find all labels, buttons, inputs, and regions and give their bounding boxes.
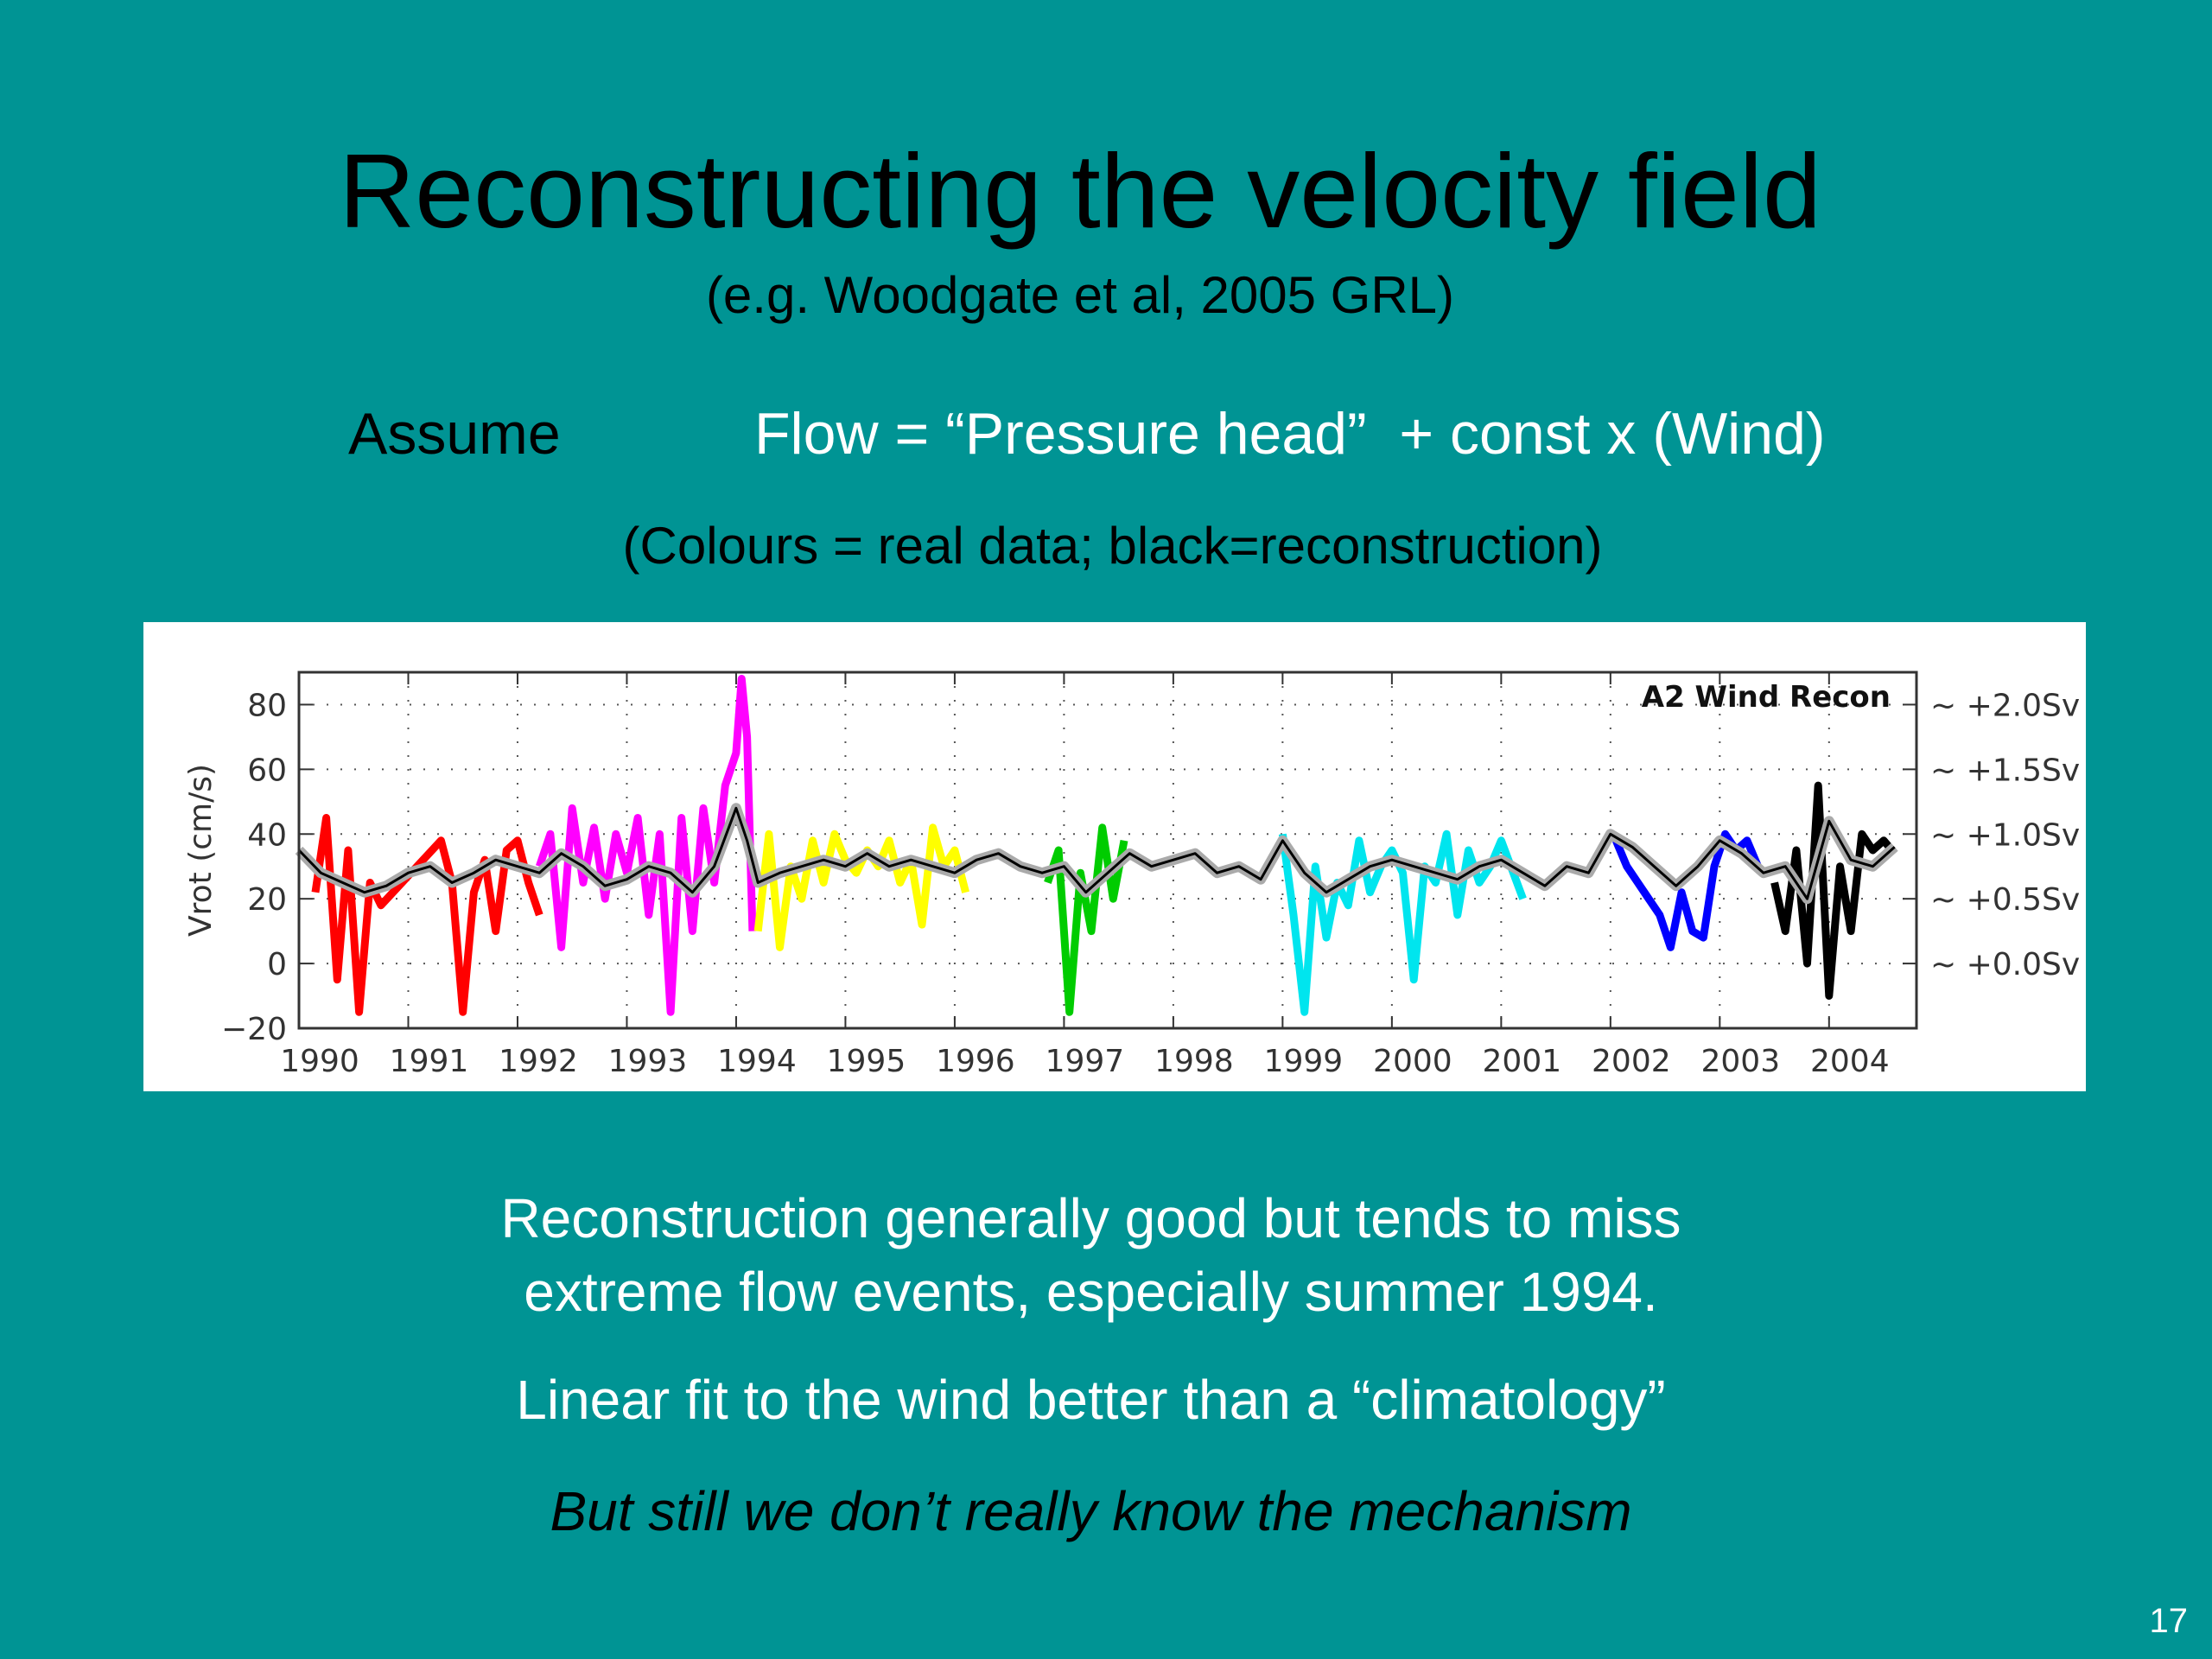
data-series-line — [536, 675, 757, 1016]
data-series-line — [1044, 823, 1128, 1016]
x-tick-label: 2003 — [1701, 1044, 1781, 1079]
x-tick-label: 2002 — [1592, 1044, 1671, 1079]
data-series-line — [311, 814, 543, 1016]
y-tick-label: 60 — [247, 753, 287, 788]
right-axis-label: ~ +0.0Sv — [1930, 947, 2080, 982]
x-tick-label: 1997 — [1046, 1044, 1125, 1079]
x-tick-label: 1991 — [390, 1044, 469, 1079]
y-tick-label: 80 — [247, 688, 287, 723]
slide-subtitle: (e.g. Woodgate et al, 2005 GRL) — [705, 266, 1455, 324]
x-tick-label: 1993 — [608, 1044, 688, 1079]
right-axis-label: ~ +0.5Sv — [1930, 882, 2080, 918]
x-tick-label: 1990 — [280, 1044, 359, 1079]
plot-frame — [297, 671, 1918, 1030]
x-tick-label: 2004 — [1810, 1044, 1890, 1079]
x-tick-label: 1994 — [717, 1044, 797, 1079]
flow-equation: Flow = “Pressure head” + const x (Wind) — [754, 401, 1826, 467]
x-tick-label: 1995 — [827, 1044, 906, 1079]
x-tick-label: 1996 — [936, 1044, 1015, 1079]
data-series-line — [753, 823, 969, 951]
x-tick-label: 1998 — [1154, 1044, 1234, 1079]
chart-panel: −20 0 20 40 60 80 1990 1991 1992 1993 1994 1995 1996… — [143, 622, 2086, 1091]
y-tick-label: 0 — [267, 947, 287, 982]
slide-title: Reconstructing the velocity field — [339, 132, 1821, 250]
y-tick-label: 40 — [247, 817, 287, 853]
chart-title: A2 Wind Recon — [1642, 680, 1891, 715]
data-series-line — [1770, 781, 1898, 1000]
right-axis-label: ~ +2.0Sv — [1930, 688, 2080, 723]
right-axis-label: ~ +1.0Sv — [1930, 817, 2080, 853]
conclusion-line: Linear fit to the wind better than a “cl… — [516, 1369, 1666, 1431]
velocity-chart: −20 0 20 40 60 80 1990 1991 1992 1993 1994 1995 1996… — [183, 671, 2080, 1079]
conclusion-italic-line: But still we don’t really know the mecha… — [550, 1480, 1632, 1542]
x-tick-label: 1992 — [499, 1044, 578, 1079]
y-tick-label: −20 — [221, 1012, 287, 1047]
x-tick-label: 2001 — [1483, 1044, 1562, 1079]
y-axis-label: Vrot (cm/s) — [183, 764, 219, 937]
reconstruction-line — [297, 806, 1896, 900]
conclusion-line: Reconstruction generally good but tends … — [500, 1187, 1681, 1249]
x-tick-label: 2000 — [1373, 1044, 1452, 1079]
right-axis-label: ~ +1.5Sv — [1930, 753, 2080, 788]
assume-label: Assume — [348, 401, 561, 467]
x-tick-label: 1999 — [1264, 1044, 1344, 1079]
page-number: 17 — [2149, 1602, 2189, 1640]
conclusion-line: extreme flow events, especially summer 1… — [524, 1261, 1658, 1323]
y-tick-label: 20 — [247, 882, 287, 918]
colours-note: (Colours = real data; black=reconstructi… — [622, 517, 1603, 575]
